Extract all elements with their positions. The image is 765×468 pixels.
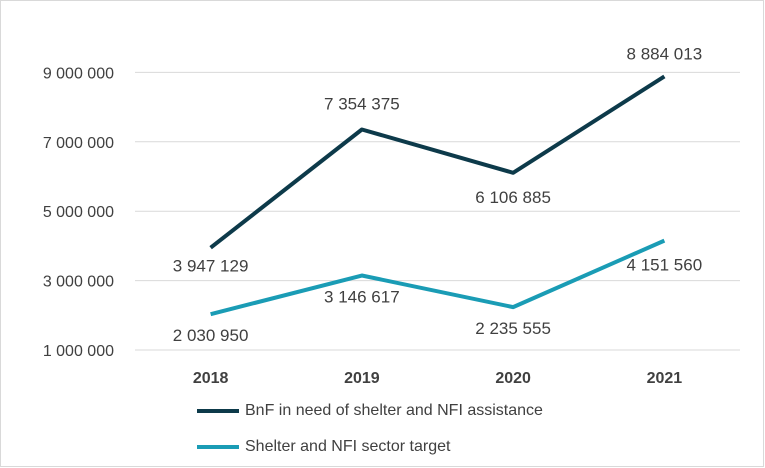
- line-chart: 1 000 000 3 000 000 5 000 000 7 000 000 9 00…: [43, 44, 740, 387]
- y-tick-label: 9 000 000: [43, 65, 114, 82]
- data-label: 6 106 885: [475, 188, 551, 207]
- data-label: 4 151 560: [627, 256, 703, 275]
- x-tick-label: 2021: [647, 370, 683, 387]
- data-label: 2 235 555: [475, 319, 551, 338]
- data-label: 3 146 617: [324, 288, 400, 307]
- y-tick-label: 3 000 000: [43, 274, 114, 291]
- legend-swatch-2: [197, 445, 239, 449]
- legend-label-1: BnF in need of shelter and NFI assistanc…: [245, 402, 543, 419]
- x-tick-label: 2020: [495, 370, 531, 387]
- data-label: 2 030 950: [173, 326, 249, 345]
- y-tick-label: 5 000 000: [43, 204, 114, 221]
- x-tick-label: 2018: [193, 370, 229, 387]
- legend-swatch-1: [197, 409, 239, 413]
- data-label: 3 947 129: [173, 257, 249, 276]
- legend-item-1: BnF in need of shelter and NFI assistanc…: [197, 402, 543, 420]
- data-label: 8 884 013: [627, 44, 703, 63]
- x-tick-label: 2019: [344, 370, 380, 387]
- legend-label-2: Shelter and NFI sector target: [245, 438, 451, 455]
- y-tick-label: 7 000 000: [43, 135, 114, 152]
- series-line-2: [210, 238, 666, 317]
- series-line-1: [209, 74, 666, 250]
- legend-item-2: Shelter and NFI sector target: [197, 438, 450, 456]
- data-label: 7 354 375: [324, 95, 400, 114]
- y-tick-label: 1 000 000: [43, 343, 114, 360]
